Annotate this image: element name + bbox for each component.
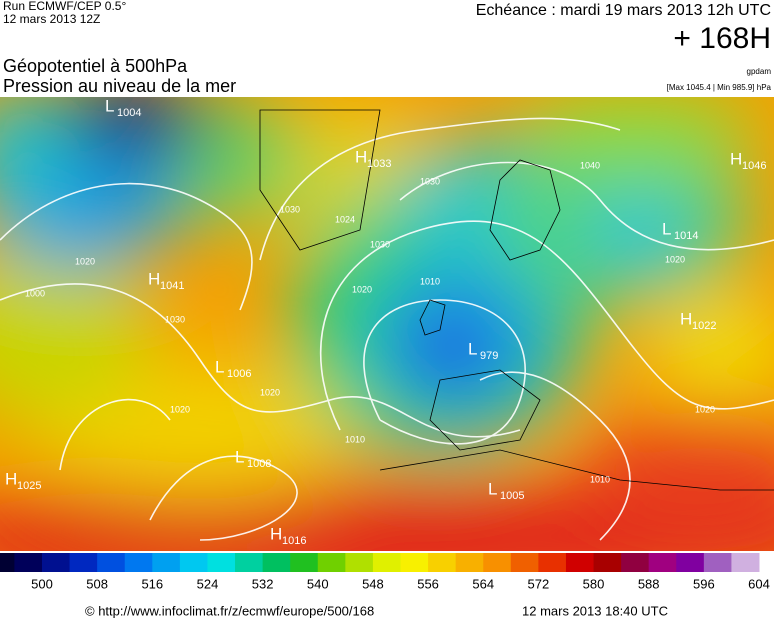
- isobar-label: 1030: [370, 239, 390, 249]
- title-slp: Pression au niveau de la mer: [3, 76, 236, 96]
- isobar-label: 1020: [170, 404, 190, 414]
- colorbar-swatch: [235, 553, 264, 572]
- colorbar-label: 516: [141, 576, 163, 591]
- colorbar-label: 556: [417, 576, 439, 591]
- colorbar-swatch: [483, 553, 512, 572]
- colorbar-swatch: [510, 553, 539, 572]
- isobar-label: 1000: [25, 288, 45, 298]
- center-pressure: 1025: [17, 480, 41, 492]
- title-500: Géopotentiel à 500hPa: [3, 56, 188, 76]
- colorbar-swatch: [69, 553, 98, 572]
- center-type: H: [270, 524, 282, 543]
- center-type: L: [468, 339, 477, 358]
- center-type: H: [5, 469, 17, 488]
- center-pressure: 1006: [227, 368, 251, 380]
- isobar-label: 1020: [260, 387, 280, 397]
- colorbar-swatch: [262, 553, 291, 572]
- isobar-label: 1030: [280, 204, 300, 214]
- colorbar-swatch: [179, 553, 208, 572]
- colorbar-label: 532: [252, 576, 274, 591]
- isobar-label: 1010: [590, 474, 610, 484]
- footer-date: 12 mars 2013 18:40 UTC: [522, 603, 668, 618]
- center-type: L: [215, 357, 224, 376]
- center-pressure: 1022: [692, 320, 716, 332]
- center-pressure: 1014: [674, 230, 698, 242]
- center-pressure: 1016: [282, 535, 306, 547]
- center-type: H: [355, 147, 367, 166]
- center-type: L: [105, 96, 114, 115]
- colorbar-label: 564: [472, 576, 494, 591]
- colorbar-label: 524: [197, 576, 219, 591]
- isobar-label: 1020: [75, 256, 95, 266]
- colorbar-swatch: [124, 553, 153, 572]
- center-type: H: [148, 269, 160, 288]
- colorbar-swatch: [538, 553, 567, 572]
- colorbar-swatch: [317, 553, 346, 572]
- colorbar-swatch: [14, 553, 43, 572]
- colorbar-swatch: [648, 553, 677, 572]
- colorbar-swatch: [400, 553, 429, 572]
- colorbar-swatch: [345, 553, 374, 572]
- isobar-label: 1040: [580, 160, 600, 170]
- unit: gpdam: [747, 67, 772, 76]
- center-pressure: 979: [480, 350, 498, 362]
- center-type: L: [488, 479, 497, 498]
- center-pressure: 1041: [160, 280, 184, 292]
- init: 12 mars 2013 12Z: [3, 12, 100, 26]
- colorbar-swatch: [731, 553, 760, 572]
- lead-time: + 168H: [673, 22, 771, 55]
- center-pressure: 1046: [742, 160, 766, 172]
- footer-url: © http://www.infoclimat.fr/z/ecmwf/europ…: [85, 603, 374, 618]
- colorbar-label: 596: [693, 576, 715, 591]
- center-pressure: 1005: [500, 490, 524, 502]
- colorbar-swatch: [290, 553, 319, 572]
- center-type: H: [730, 149, 742, 168]
- colorbar-label: 508: [86, 576, 108, 591]
- center-type: H: [680, 309, 692, 328]
- colorbar-swatch: [703, 553, 732, 572]
- colorbar-label: 540: [307, 576, 329, 591]
- colorbar-swatch: [97, 553, 126, 572]
- colorbar-swatch: [372, 553, 401, 572]
- echeance: Echéance : mardi 19 mars 2013 12h UTC: [476, 2, 771, 19]
- isobar-label: 1020: [352, 284, 372, 294]
- center-pressure: 1033: [367, 158, 391, 170]
- isobar-label: 1030: [420, 176, 440, 186]
- run: Run ECMWF/CEP 0.5°: [3, 0, 126, 13]
- colorbar-swatch: [428, 553, 457, 572]
- isobar-label: 1020: [665, 254, 685, 264]
- isobar-label: 1010: [420, 276, 440, 286]
- colorbar-label: 588: [638, 576, 660, 591]
- isobar-label: 1020: [695, 404, 715, 414]
- center-type: L: [235, 447, 244, 466]
- colorbar-swatch: [593, 553, 622, 572]
- colorbar-swatch: [0, 553, 15, 572]
- isobar-label: 1010: [345, 434, 365, 444]
- colorbar-swatch: [565, 553, 595, 572]
- range: [Max 1045.4 | Min 985.9] hPa: [667, 83, 772, 92]
- colorbar-swatch: [42, 553, 71, 572]
- center-type: L: [662, 219, 671, 238]
- colorbar-swatch: [455, 553, 484, 572]
- colorbar-label: 572: [528, 576, 550, 591]
- colorbar-swatch: [207, 553, 236, 572]
- colorbar-label: 548: [362, 576, 384, 591]
- colorbar-swatch: [152, 553, 181, 572]
- colorbar-swatch: [621, 553, 650, 572]
- center-pressure: 1008: [247, 458, 271, 470]
- colorbar-label: 580: [583, 576, 605, 591]
- colorbar-label: 604: [748, 576, 770, 591]
- isobar-label: 1024: [335, 214, 355, 224]
- colorbar-swatch: [676, 553, 705, 572]
- center-pressure: 1004: [117, 107, 141, 119]
- colorbar-label: 500: [31, 576, 53, 591]
- isobar-label: 1030: [165, 314, 185, 324]
